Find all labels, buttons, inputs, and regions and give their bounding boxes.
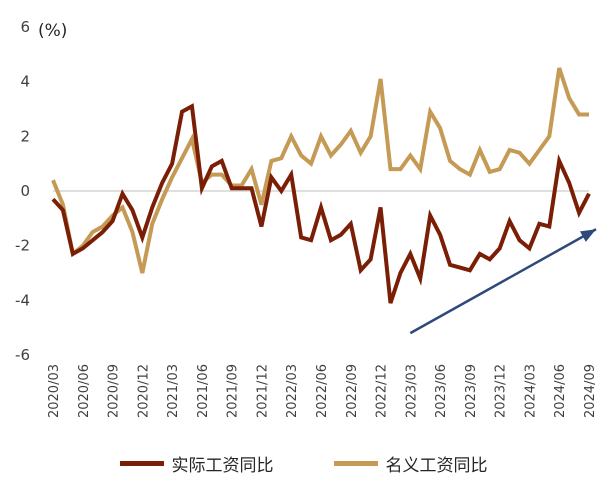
x-tick-label: 2023/09: [464, 364, 479, 418]
x-tick-label: 2021/12: [255, 364, 270, 418]
x-tick-label: 2020/03: [47, 364, 62, 418]
x-tick-label: 2024/03: [523, 364, 538, 418]
y-tick-label: 0: [20, 182, 30, 200]
x-tick-label: 2021/09: [226, 364, 241, 418]
y-tick-label: -4: [15, 291, 30, 309]
legend-swatch-real-wage: [119, 460, 164, 466]
y-tick-label: 2: [20, 127, 30, 145]
x-tick-label: 2022/12: [375, 364, 390, 418]
x-tick-label: 2022/03: [285, 364, 300, 418]
x-tick-label: 2023/03: [404, 364, 419, 418]
y-tick-label: -6: [15, 346, 30, 364]
series-line-real-wage: [51, 103, 591, 304]
y-tick-label: 6: [20, 18, 30, 36]
legend-swatch-nominal-wage: [333, 460, 378, 466]
line-chart: (%) 6 4 2 0 -2 -4 -6 2020/03 2020/06 2020/09 2020…: [15, 18, 598, 418]
trend-arrow-head: [579, 229, 596, 242]
y-tick-label: 4: [20, 73, 30, 91]
x-tick-label: 2020/06: [77, 364, 92, 418]
x-tick-label: 2023/06: [434, 364, 449, 418]
x-tick-label: 2021/06: [196, 364, 211, 418]
x-tick-label: 2022/06: [315, 364, 330, 418]
legend-item-real-wage: 实际工资同比: [119, 451, 274, 476]
x-tick-label: 2024/06: [553, 364, 568, 418]
x-tick-label: 2020/09: [107, 364, 122, 418]
y-tick-label: -2: [15, 237, 30, 255]
x-tick-label: 2024/09: [583, 364, 598, 418]
x-tick-label: 2020/12: [136, 364, 151, 418]
x-tick-label: 2021/03: [166, 364, 181, 418]
trend-arrow-line: [409, 228, 597, 335]
series-line-nominal-wage: [51, 67, 589, 274]
y-unit-label: (%): [38, 21, 67, 41]
legend-item-nominal-wage: 名义工资同比: [333, 451, 488, 476]
legend-label-real-wage: 实际工资同比: [171, 455, 274, 476]
legend-label-nominal-wage: 名义工资同比: [385, 455, 488, 476]
legend: 实际工资同比 名义工资同比: [0, 448, 607, 478]
x-tick-label: 2022/09: [345, 364, 360, 418]
x-tick-label: 2023/12: [494, 364, 509, 418]
